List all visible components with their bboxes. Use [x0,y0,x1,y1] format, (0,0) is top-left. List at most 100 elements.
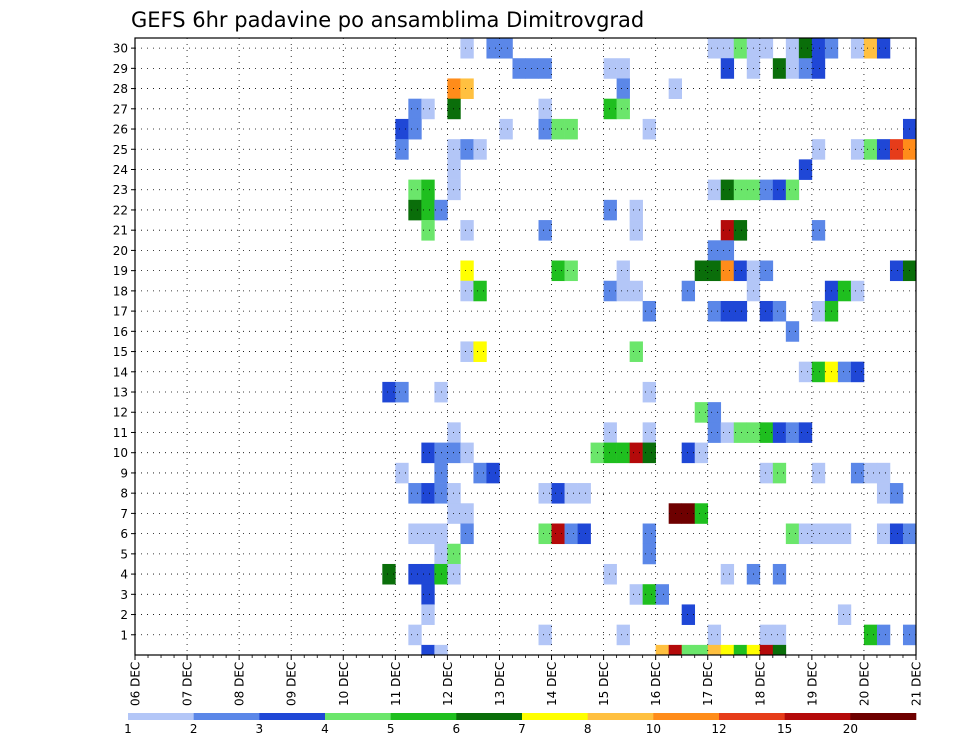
heatmap-cell [720,422,735,443]
y-tick-label: 9 [120,466,128,480]
heatmap-cell [759,422,774,443]
heatmap-cell [395,462,409,484]
heatmap-cell [720,179,735,201]
x-tick-label: 12 DEC [441,662,455,706]
heatmap-cell [564,523,578,545]
y-tick-label: 2 [120,608,128,622]
heatmap-cell [603,98,617,120]
y-tick-label: 18 [113,284,128,298]
x-tick-label: 08 DEC [233,662,247,706]
heatmap-cell [837,523,852,545]
strip-cell [681,644,696,655]
heatmap-cell [421,523,435,545]
heatmap-cell [785,523,800,545]
y-tick-label: 29 [113,62,128,76]
colorbar-legend: 1 2 3 4 5 6 7 8 10 12 15 20 [124,713,917,736]
x-tick-label: 16 DEC [649,662,663,706]
heatmap-cell [694,260,709,282]
heatmap-cell [642,584,656,605]
heatmap-cell [720,300,735,322]
strip-cell [694,644,709,655]
heatmap-cell [603,280,617,302]
heatmap-cell [772,422,787,443]
x-axis: 06 DEC 07 DEC 08 DEC 09 DEC 10 DEC 11 DEC 12 D… [129,655,924,706]
heatmap-cell [759,462,774,484]
heatmap-cell [408,199,422,221]
heatmap-cell [460,38,474,59]
heatmap-cell [798,38,813,59]
heatmap-cell [447,483,461,504]
x-tick-label: 18 DEC [753,662,767,706]
x-tick-label: 07 DEC [181,662,195,706]
strip-cell [759,644,774,655]
heatmap-cell [707,300,722,322]
colorbar-label: 20 [843,722,858,736]
heatmap-cell [408,98,422,120]
heatmap-cell [733,220,748,241]
heatmap-cell [655,584,669,605]
heatmap-cell [421,179,435,201]
heatmap-cell [772,624,787,646]
heatmap-cell [421,604,435,625]
heatmap-cell [642,543,656,565]
x-tick-label: 10 DEC [337,662,351,706]
colorbar-swatch [390,713,457,720]
heatmap-cell [863,624,878,646]
y-tick-label: 3 [120,588,128,602]
heatmap-cell [486,462,500,484]
heatmap-cell [759,624,774,646]
heatmap-cell [772,462,787,484]
strip-cell [707,644,722,655]
heatmap-cell [460,280,474,302]
y-tick-label: 14 [113,365,128,379]
heatmap-cell [850,280,865,302]
heatmap-cell [694,402,709,423]
y-tick-label: 8 [120,487,128,501]
heatmap-cell [798,523,813,545]
x-tick-label: 06 DEC [129,662,143,706]
heatmap-cell [447,543,461,565]
heatmap-cell [759,179,774,201]
heatmap-cell [720,38,735,59]
y-tick-label: 24 [113,163,128,177]
heatmap-cell [811,58,826,79]
heatmap-cell [811,462,826,484]
y-tick-label: 21 [113,224,128,238]
heatmap-cell [707,402,722,423]
y-tick-label: 30 [113,42,128,56]
heatmap-cell [538,624,552,646]
y-tick-label: 28 [113,82,128,96]
heatmap-cell [707,240,722,261]
colorbar-label: 1 [124,722,132,736]
strip-cell [772,644,787,655]
heatmap-cell [382,563,396,585]
heatmap-cell [759,300,774,322]
heatmap-cell [616,442,630,464]
heatmap-cell [889,260,904,282]
heatmap-cell [772,58,787,79]
heatmap-cell [889,139,904,160]
y-tick-label: 15 [113,345,128,359]
heatmap-cell [772,179,787,201]
heatmap-cell [551,118,565,140]
heatmap-cell [460,442,474,464]
x-tick-label: 21 DEC [910,662,924,706]
heatmap-cell [616,280,630,302]
heatmap-cell [798,422,813,443]
heatmap-cell [889,523,904,545]
y-tick-label: 19 [113,264,128,278]
heatmap-cell [694,442,709,464]
heatmap-cell [733,260,748,282]
colorbar-swatch [784,713,851,720]
heatmap-cell [408,624,422,646]
heatmap-cell [447,159,461,180]
heatmap-cell [720,240,735,261]
heatmap-cell [681,503,696,524]
heatmap-cell [785,58,800,79]
heatmap-cell [473,280,487,302]
heatmap-cell [850,139,865,160]
heatmap-cell [447,139,461,160]
heatmap-cell [811,220,826,241]
heatmap-cell [408,179,422,201]
heatmap-cell [863,139,878,160]
